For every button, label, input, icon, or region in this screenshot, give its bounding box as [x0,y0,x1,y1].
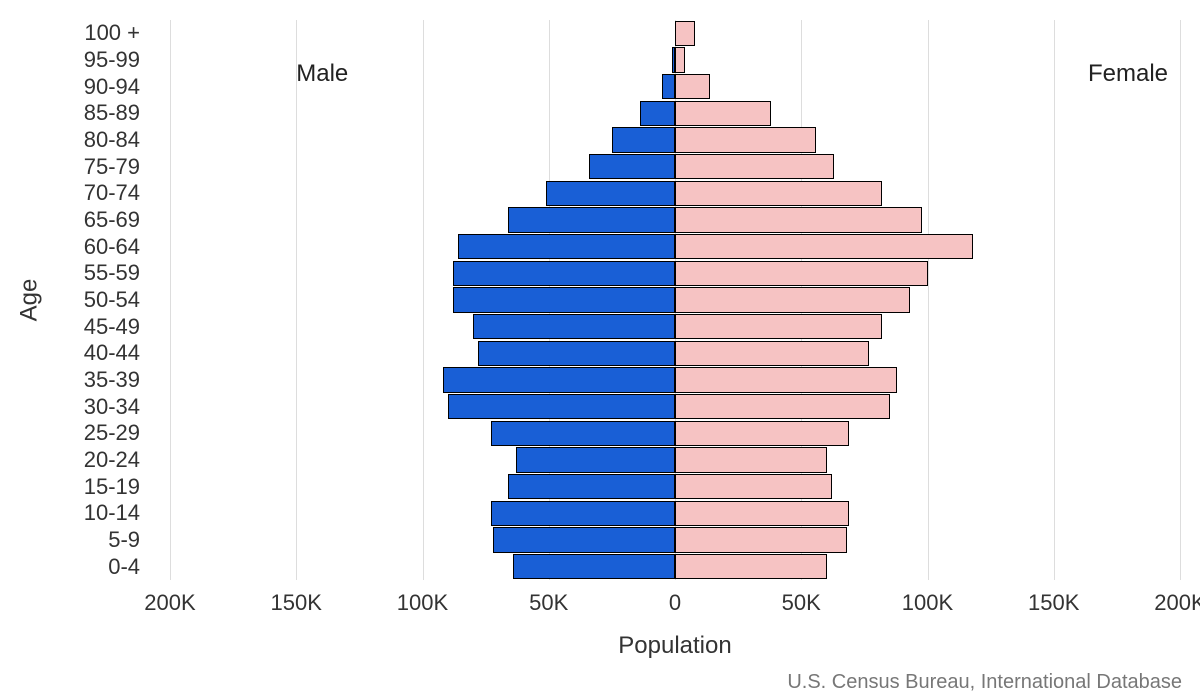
male-bar [448,394,675,419]
female-bar [675,501,849,526]
age-label: 35-39 [0,369,140,391]
male-bar [589,154,675,179]
x-tick-label: 150K [1028,590,1079,616]
female-legend-label: Female [1088,60,1168,88]
gridline [1180,20,1181,580]
y-tick-labels: 0-4 5-9 10-14 15-19 20-24 25-29 30-34 35-39 40-4… [0,20,160,580]
male-bar [491,501,675,526]
female-bar [675,127,816,152]
age-label: 30-34 [0,396,140,418]
female-bar [675,367,897,392]
age-label: 10-14 [0,502,140,524]
male-bar [453,287,675,312]
x-tick-label: 50K [529,590,568,616]
male-bar [443,367,675,392]
age-label: 20-24 [0,449,140,471]
gridline [928,20,929,580]
x-tick-label: 100K [397,590,448,616]
x-tick-label: 100K [902,590,953,616]
age-label: 45-49 [0,316,140,338]
gridline [1054,20,1055,580]
x-tick-labels: 200K150K100K50K050K100K150K200K [170,590,1180,630]
male-bar [478,341,675,366]
male-legend-label: Male [296,60,348,88]
age-label: 50-54 [0,289,140,311]
age-label: 85-89 [0,102,140,124]
age-label: 40-44 [0,342,140,364]
age-label: 5-9 [0,529,140,551]
male-bar [491,421,675,446]
age-label: 25-29 [0,422,140,444]
male-bar [546,181,675,206]
female-bar [675,474,832,499]
female-bar [675,314,882,339]
population-pyramid-chart: Age 0-45-910-1415-1920-2425-2930-3435-39… [0,0,1200,700]
female-bar [675,47,685,72]
male-bar [640,101,675,126]
female-bar [675,101,771,126]
male-bar [516,447,675,472]
x-tick-label: 150K [271,590,322,616]
female-bar [675,447,827,472]
female-bar [675,74,710,99]
male-bar [513,554,675,579]
age-label: 70-74 [0,182,140,204]
age-label: 0-4 [0,556,140,578]
age-label: 80-84 [0,129,140,151]
gridline [423,20,424,580]
x-tick-label: 200K [1154,590,1200,616]
gridline [170,20,171,580]
male-bar [508,207,675,232]
x-tick-label: 50K [782,590,821,616]
x-tick-label: 200K [144,590,195,616]
male-bar [458,234,675,259]
age-label: 15-19 [0,476,140,498]
female-bar [675,287,910,312]
male-bar [612,127,675,152]
female-bar [675,394,890,419]
age-label: 100 + [0,22,140,44]
source-note: U.S. Census Bureau, International Databa… [787,671,1182,694]
male-bar [508,474,675,499]
female-bar [675,207,922,232]
age-label: 65-69 [0,209,140,231]
male-bar [493,527,675,552]
female-bar [675,181,882,206]
female-bar [675,341,869,366]
male-bar [473,314,675,339]
female-bar [675,554,827,579]
age-label: 90-94 [0,76,140,98]
gridline [296,20,297,580]
x-tick-label: 0 [669,590,681,616]
female-bar [675,261,928,286]
plot-area: Male Female [170,20,1180,580]
female-bar [675,21,695,46]
age-label: 95-99 [0,49,140,71]
female-bar [675,421,849,446]
female-bar [675,234,973,259]
female-bar [675,154,834,179]
male-bar [453,261,675,286]
x-axis-title: Population [170,632,1180,660]
age-label: 60-64 [0,236,140,258]
age-label: 75-79 [0,156,140,178]
age-label: 55-59 [0,262,140,284]
female-bar [675,527,847,552]
male-bar [662,74,675,99]
